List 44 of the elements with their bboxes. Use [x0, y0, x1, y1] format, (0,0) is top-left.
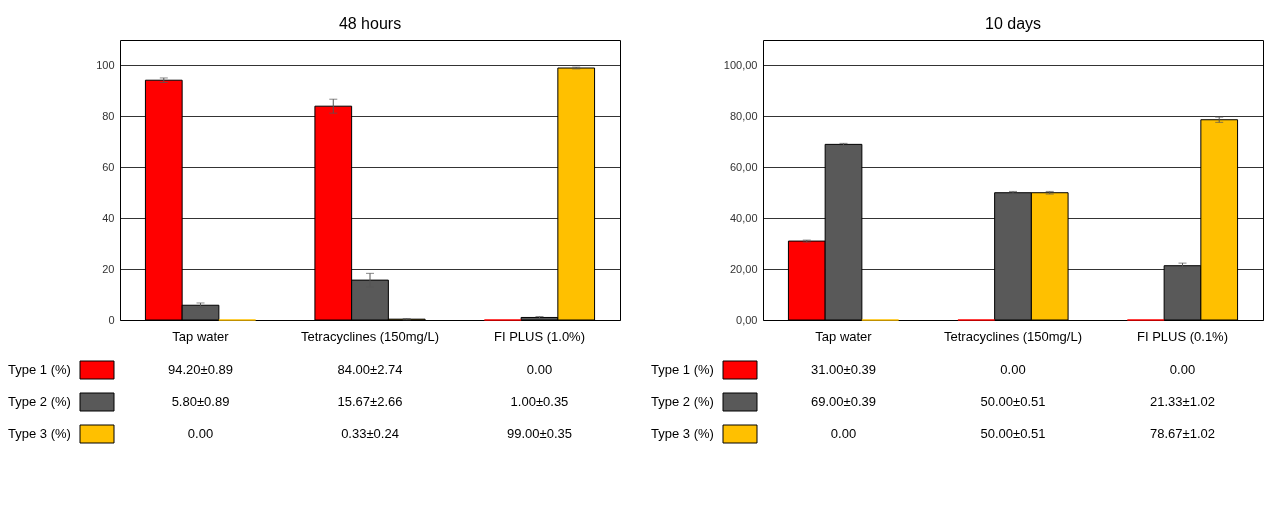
data-label: 0.00	[830, 426, 857, 441]
x-tick-label: Tap water	[815, 328, 873, 344]
chart-title: 48 hours	[338, 15, 402, 32]
x-tick-label: FI PLUS (1.0%)	[493, 328, 586, 344]
data-label: 69.00±0.39	[811, 394, 876, 409]
data-label: 50.00±0.51	[980, 426, 1046, 441]
y-tick-label: 100	[96, 58, 115, 71]
data-label: 84.00±2.74	[337, 362, 403, 377]
data-label: 99.00±0.35	[507, 426, 572, 441]
y-tick-label: 0,00	[736, 313, 758, 326]
legend-label: Type 1 (%)	[651, 362, 714, 377]
data-label: 1.00±0.35	[510, 394, 569, 409]
y-tick-label: 0	[108, 313, 115, 326]
y-tick-label: 40,00	[729, 211, 758, 224]
data-label: 15.67±2.66	[337, 394, 403, 409]
x-tick-label: Tap water	[172, 328, 230, 344]
y-tick-label: 80	[102, 109, 115, 122]
x-tick-label: Tetracyclines (150mg/L)	[944, 328, 1082, 344]
data-label: 94.20±0.89	[168, 362, 233, 377]
data-label: 0.00	[1169, 362, 1196, 377]
data-label: 50.00±0.51	[980, 394, 1046, 409]
data-label: 5.80±0.89	[171, 394, 230, 409]
data-label: 78.67±1.02	[1150, 426, 1215, 441]
x-tick-label: Tetracyclines (150mg/L)	[301, 328, 439, 344]
data-label: 0.00	[1000, 362, 1026, 377]
legend-label: Type 3 (%)	[8, 426, 71, 441]
legend-label: Type 2 (%)	[651, 394, 714, 409]
chart-title: 10 days	[984, 15, 1042, 32]
x-tick-label: FI PLUS (0.1%)	[1136, 328, 1229, 344]
y-tick-label: 60	[102, 160, 115, 173]
legend-label: Type 3 (%)	[651, 426, 714, 441]
y-tick-label: 100,00	[723, 58, 758, 71]
legend-label: Type 2 (%)	[8, 394, 71, 409]
y-tick-label: 60,00	[729, 160, 758, 173]
data-label: 0.00	[187, 426, 214, 441]
data-label: 31.00±0.39	[811, 362, 876, 377]
data-label: 0.33±0.24	[341, 426, 399, 441]
data-label: 21.33±1.02	[1150, 394, 1215, 409]
y-tick-label: 80,00	[729, 109, 758, 122]
legend-label: Type 1 (%)	[8, 362, 71, 377]
y-tick-label: 40	[102, 211, 115, 224]
y-tick-label: 20	[102, 262, 115, 275]
y-tick-label: 20,00	[729, 262, 758, 275]
data-label: 0.00	[526, 362, 553, 377]
